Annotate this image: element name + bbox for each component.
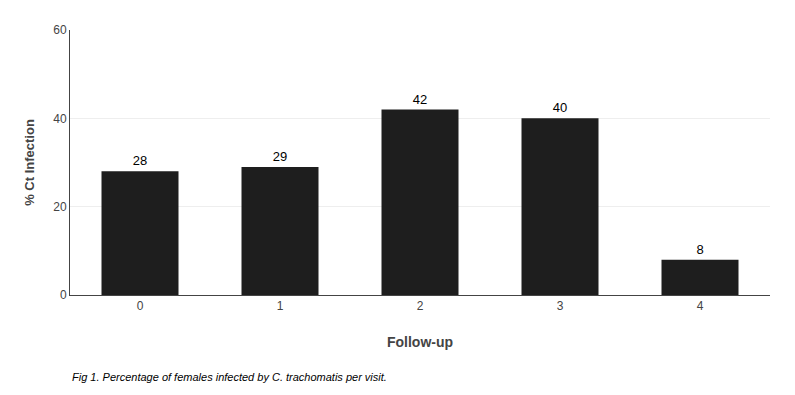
svg-text:42: 42	[413, 92, 427, 107]
svg-text:3: 3	[557, 299, 564, 313]
svg-text:40: 40	[53, 112, 67, 126]
svg-text:8: 8	[696, 242, 703, 257]
svg-text:% Ct Infection: % Ct Infection	[22, 119, 37, 206]
svg-text:1: 1	[277, 299, 284, 313]
svg-text:0: 0	[60, 288, 67, 302]
svg-text:0: 0	[137, 299, 144, 313]
svg-text:4: 4	[697, 299, 704, 313]
svg-text:60: 60	[53, 23, 67, 37]
svg-text:Fig 1. Percentage of females i: Fig 1. Percentage of females infected by…	[72, 371, 387, 383]
svg-text:Follow-up: Follow-up	[387, 334, 453, 350]
svg-text:29: 29	[273, 149, 287, 164]
svg-text:40: 40	[553, 100, 567, 115]
svg-text:20: 20	[53, 200, 67, 214]
svg-text:28: 28	[133, 153, 147, 168]
svg-text:2: 2	[417, 299, 424, 313]
